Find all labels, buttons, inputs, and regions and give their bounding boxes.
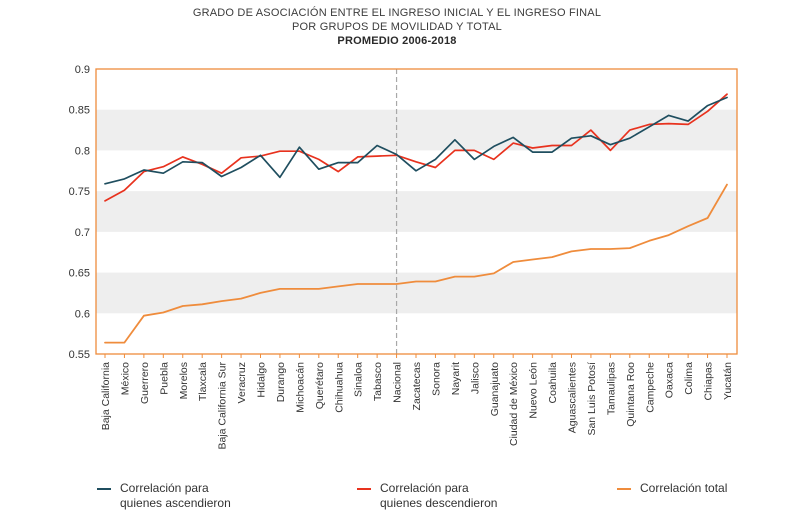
x-tick-label: Nayarit	[450, 362, 462, 395]
x-tick-label: Sonora	[430, 362, 442, 396]
x-tick-label: Colima	[683, 362, 695, 395]
x-tick-label: Campeche	[644, 362, 656, 413]
grid-band	[96, 272, 737, 314]
x-tick-label: Baja California	[100, 362, 112, 430]
x-tick-label: México	[119, 362, 131, 395]
x-tick-label: Ciudad de México	[508, 362, 520, 446]
y-tick-label: 0.6	[75, 308, 90, 320]
y-tick-label: 0.7	[75, 227, 90, 239]
legend-label-desc-2: quienes descendieron	[380, 496, 498, 510]
y-tick-label: 0.75	[69, 186, 90, 198]
plot-frame	[95, 68, 738, 355]
x-tick-label: Chihuahua	[333, 362, 345, 413]
x-tick-label: Chiapas	[703, 362, 715, 401]
legend-label-asc-2: quienes ascendieron	[120, 496, 231, 510]
legend-swatch-asc	[97, 488, 111, 490]
x-tick-label: Durango	[275, 362, 287, 402]
series-line-asc	[104, 96, 728, 185]
x-tick-label: Oaxaca	[664, 362, 676, 398]
series-line-total	[104, 183, 728, 344]
y-tick-label: 0.85	[69, 105, 90, 117]
x-tick-label: Tabasco	[372, 362, 384, 401]
x-tick-label: Coahuila	[547, 362, 559, 404]
x-tick-label: Hidalgo	[256, 362, 268, 398]
x-tick-label: Sinaloa	[353, 362, 365, 397]
x-tick-label: Puebla	[158, 362, 170, 395]
x-tick-label: Quintana Roo	[625, 362, 637, 427]
x-tick-label: Zacatecas	[411, 362, 423, 410]
x-tick-label: Guerrero	[139, 362, 151, 404]
y-tick-label: 0.9	[75, 64, 90, 76]
x-axis-ticks: Baja California México Guerrero Puebla Morel…	[100, 354, 734, 450]
x-tick-label: Veracruz	[236, 362, 248, 403]
y-tick-label: 0.55	[69, 349, 90, 361]
legend-label-asc-1: Correlación para	[120, 481, 209, 495]
x-tick-label: Michoacán	[294, 362, 306, 413]
x-tick-label: Jalisco	[469, 362, 481, 394]
x-tick-label: Guanajuato	[489, 362, 501, 416]
x-tick-label: San Luis Potosí	[586, 362, 598, 436]
legend-swatch-total	[617, 488, 631, 490]
x-tick-label: Morelos	[178, 362, 190, 399]
y-axis-ticks: 0.55 0.6 0.65 0.7 0.75 0.8 0.85 0.9	[69, 64, 90, 361]
y-tick-label: 0.65	[69, 268, 90, 280]
x-tick-label: Tlaxcala	[197, 362, 209, 401]
grid-band	[96, 191, 737, 232]
line-chart: 0.55 0.6 0.65 0.7 0.75 0.8 0.85 0.9 Baja Califo…	[69, 64, 738, 450]
chart-title-line-2: POR GRUPOS DE MOVILIDAD Y TOTAL	[292, 21, 502, 33]
legend-label-total: Correlación total	[640, 481, 728, 495]
legend-label-desc-1: Correlación para	[380, 481, 469, 495]
x-tick-label: Yucatán	[722, 362, 734, 400]
x-tick-label: Aguascalientes	[567, 362, 579, 433]
x-tick-label: Tamaulipas	[605, 362, 617, 415]
x-tick-label: Nacional	[392, 362, 404, 403]
x-tick-label: Nuevo León	[528, 362, 540, 419]
chart-subtitle-period: PROMEDIO 2006-2018	[337, 35, 457, 47]
series-lines	[104, 93, 728, 344]
legend-swatch-desc	[357, 488, 371, 490]
x-tick-label: Querétaro	[314, 362, 326, 409]
grid-bands	[96, 109, 737, 314]
x-tick-label: Baja California Sur	[217, 362, 229, 450]
grid-band	[96, 109, 737, 151]
chart-title-line-1: GRADO DE ASOCIACIÓN ENTRE EL INGRESO INI…	[192, 7, 602, 19]
y-tick-label: 0.8	[75, 145, 90, 157]
